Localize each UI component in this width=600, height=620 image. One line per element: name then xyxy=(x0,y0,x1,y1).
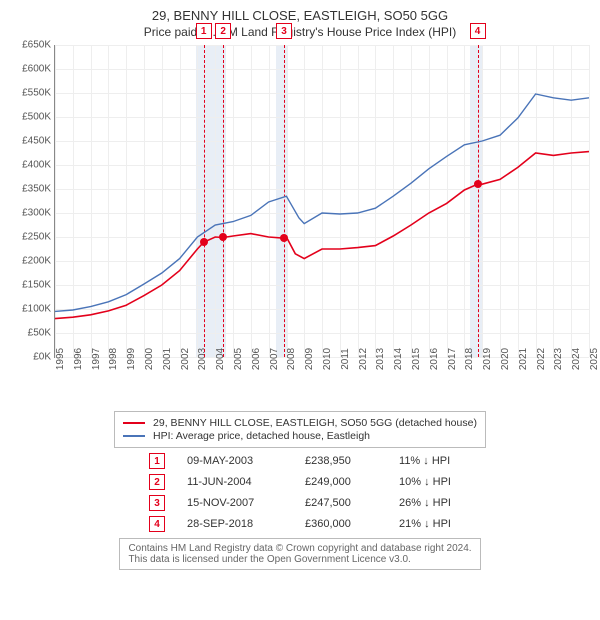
sale-marker-3: 3 xyxy=(276,23,292,39)
sales-price: £249,000 xyxy=(305,476,377,488)
legend-swatch xyxy=(123,422,145,424)
y-axis-label: £100K xyxy=(22,304,55,315)
sales-marker-icon: 1 xyxy=(149,453,165,469)
y-axis-label: £600K xyxy=(22,64,55,75)
legend-item: HPI: Average price, detached house, East… xyxy=(123,430,477,442)
sales-date: 15-NOV-2007 xyxy=(187,497,283,509)
legend-swatch xyxy=(123,435,145,437)
chart-area: £0K £50K £100K £150K £200K £250K £300K £350K £40… xyxy=(10,45,590,405)
sales-row: 2 11-JUN-2004 £249,000 10% ↓ HPI xyxy=(149,474,451,490)
y-axis-label: £250K xyxy=(22,232,55,243)
y-axis-label: £450K xyxy=(22,136,55,147)
sales-table: 1 09-MAY-2003 £238,950 11% ↓ HPI 2 11-JUN-200… xyxy=(149,453,451,532)
sales-diff: 11% ↓ HPI xyxy=(399,455,450,467)
legend-label: HPI: Average price, detached house, East… xyxy=(153,430,370,442)
sales-marker-icon: 4 xyxy=(149,516,165,532)
chart-title: 29, BENNY HILL CLOSE, EASTLEIGH, SO50 5G… xyxy=(10,8,590,23)
y-axis-label: £50K xyxy=(28,328,55,339)
legend-item: 29, BENNY HILL CLOSE, EASTLEIGH, SO50 5G… xyxy=(123,417,477,429)
sale-marker-1: 1 xyxy=(196,23,212,39)
legend-label: 29, BENNY HILL CLOSE, EASTLEIGH, SO50 5G… xyxy=(153,417,477,429)
y-axis-label: £400K xyxy=(22,160,55,171)
sales-marker-icon: 2 xyxy=(149,474,165,490)
sales-row: 1 09-MAY-2003 £238,950 11% ↓ HPI xyxy=(149,453,451,469)
y-axis-label: £200K xyxy=(22,256,55,267)
y-axis-label: £300K xyxy=(22,208,55,219)
sales-diff: 26% ↓ HPI xyxy=(399,497,451,509)
sale-marker-2: 2 xyxy=(215,23,231,39)
y-axis-label: £150K xyxy=(22,280,55,291)
sales-date: 28-SEP-2018 xyxy=(187,518,283,530)
sale-marker-4: 4 xyxy=(470,23,486,39)
y-axis-label: £350K xyxy=(22,184,55,195)
sales-diff: 10% ↓ HPI xyxy=(399,476,451,488)
disclaimer: Contains HM Land Registry data © Crown c… xyxy=(119,538,480,570)
legend: 29, BENNY HILL CLOSE, EASTLEIGH, SO50 5G… xyxy=(114,411,486,448)
series-subject xyxy=(55,152,589,319)
chart-subtitle: Price paid vs. HM Land Registry's House … xyxy=(10,25,590,39)
sales-row: 4 28-SEP-2018 £360,000 21% ↓ HPI xyxy=(149,516,451,532)
series-hpi xyxy=(55,94,589,311)
sales-row: 3 15-NOV-2007 £247,500 26% ↓ HPI xyxy=(149,495,451,511)
y-axis-label: £0K xyxy=(33,352,55,363)
sales-marker-icon: 3 xyxy=(149,495,165,511)
sales-price: £247,500 xyxy=(305,497,377,509)
line-series xyxy=(55,45,589,357)
x-axis-label: 2025 xyxy=(589,348,600,370)
y-axis-label: £650K xyxy=(22,40,55,51)
disclaimer-line: This data is licensed under the Open Gov… xyxy=(128,554,471,565)
sales-price: £360,000 xyxy=(305,518,377,530)
y-axis-label: £550K xyxy=(22,88,55,99)
plot-region: £0K£50K£100K£150K£200K£250K£300K£350K£40… xyxy=(54,45,589,358)
y-axis-label: £500K xyxy=(22,112,55,123)
sales-date: 11-JUN-2004 xyxy=(187,476,283,488)
sales-price: £238,950 xyxy=(305,455,377,467)
disclaimer-line: Contains HM Land Registry data © Crown c… xyxy=(128,543,471,554)
sales-date: 09-MAY-2003 xyxy=(187,455,283,467)
sales-diff: 21% ↓ HPI xyxy=(399,518,451,530)
